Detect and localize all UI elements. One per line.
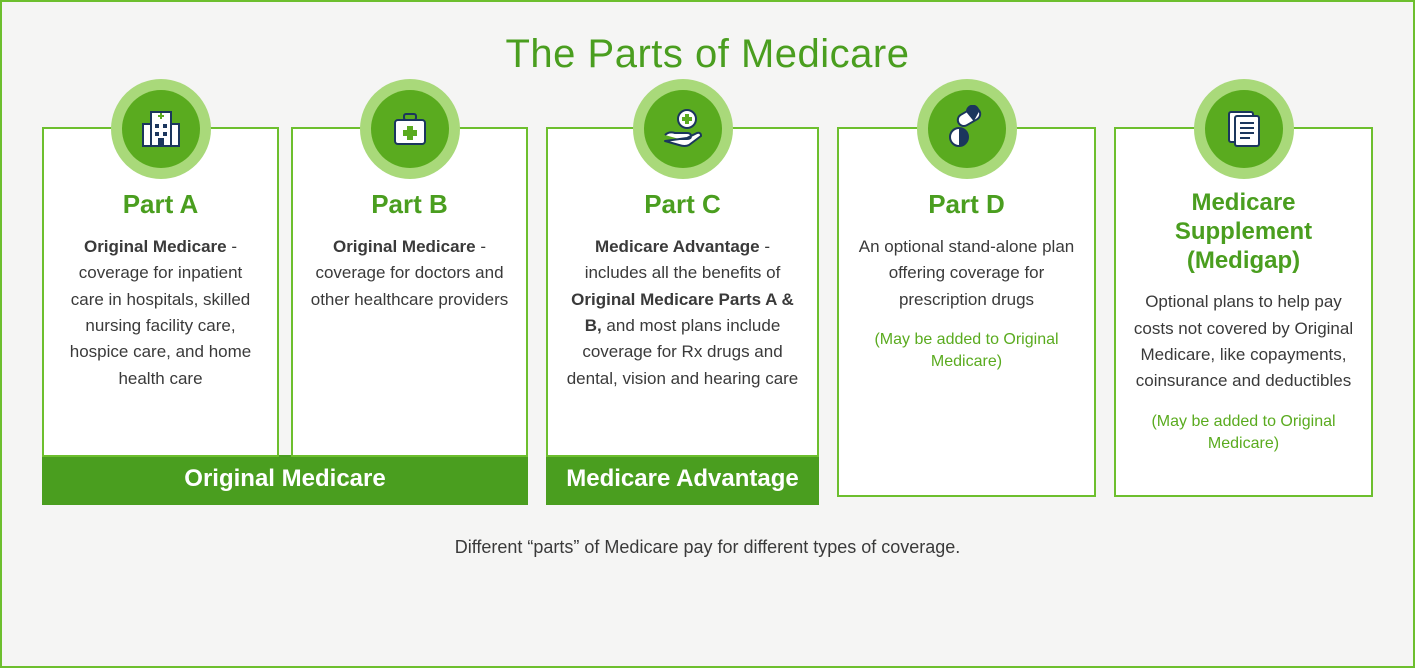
card-c-bold1: Medicare Advantage <box>595 237 760 256</box>
card-d-body: An optional stand-alone plan offering co… <box>855 234 1078 313</box>
card-b-title: Part B <box>309 189 510 220</box>
hand-plus-icon <box>644 90 722 168</box>
main-title: The Parts of Medicare <box>506 32 910 77</box>
group-label-advantage: Medicare Advantage <box>546 455 819 505</box>
card-b-bold: Original Medicare <box>333 237 476 256</box>
card-a-rest: - coverage for inpatient care in hospita… <box>70 237 251 388</box>
card-supp-body: Optional plans to help pay costs not cov… <box>1132 289 1355 394</box>
card-d-title: Part D <box>855 189 1078 220</box>
card-a-body: Original Medicare - coverage for inpatie… <box>60 234 261 392</box>
card-part-b: Part B Original Medicare - coverage for … <box>291 127 528 457</box>
card-a-bold: Original Medicare <box>84 237 227 256</box>
icon-wrap-d <box>917 79 1017 179</box>
card-part-c: Part C Medicare Advantage - includes all… <box>546 127 819 457</box>
pills-icon <box>928 90 1006 168</box>
card-c-rest: and most plans include coverage for Rx d… <box>567 316 799 388</box>
card-pair-original: Part A Original Medicare - coverage for … <box>42 127 528 457</box>
hospital-icon <box>122 90 200 168</box>
document-icon <box>1205 90 1283 168</box>
card-a-title: Part A <box>60 189 261 220</box>
card-supp-note: (May be added to Original Medicare) <box>1132 411 1355 456</box>
card-supp-title: Medicare Supplement (Medigap) <box>1132 189 1355 275</box>
group-original: Part A Original Medicare - coverage for … <box>42 127 528 505</box>
cards-row: Part A Original Medicare - coverage for … <box>42 127 1373 505</box>
card-c-title: Part C <box>564 189 801 220</box>
icon-wrap-b <box>360 79 460 179</box>
card-part-d: Part D An optional stand-alone plan offe… <box>837 127 1096 497</box>
card-b-body: Original Medicare - coverage for doctors… <box>309 234 510 313</box>
infographic-frame: The Parts of Medicare <box>0 0 1415 668</box>
medkit-icon <box>371 90 449 168</box>
card-d-note: (May be added to Original Medicare) <box>855 329 1078 374</box>
icon-wrap-supp <box>1194 79 1294 179</box>
icon-wrap-a <box>111 79 211 179</box>
group-advantage: Part C Medicare Advantage - includes all… <box>546 127 819 505</box>
icon-wrap-c <box>633 79 733 179</box>
footer-caption: Different “parts” of Medicare pay for di… <box>455 537 961 558</box>
group-label-original: Original Medicare <box>42 455 528 505</box>
card-c-body: Medicare Advantage - includes all the be… <box>564 234 801 392</box>
card-part-a: Part A Original Medicare - coverage for … <box>42 127 279 457</box>
card-supplement: Medicare Supplement (Medigap) Optional p… <box>1114 127 1373 497</box>
